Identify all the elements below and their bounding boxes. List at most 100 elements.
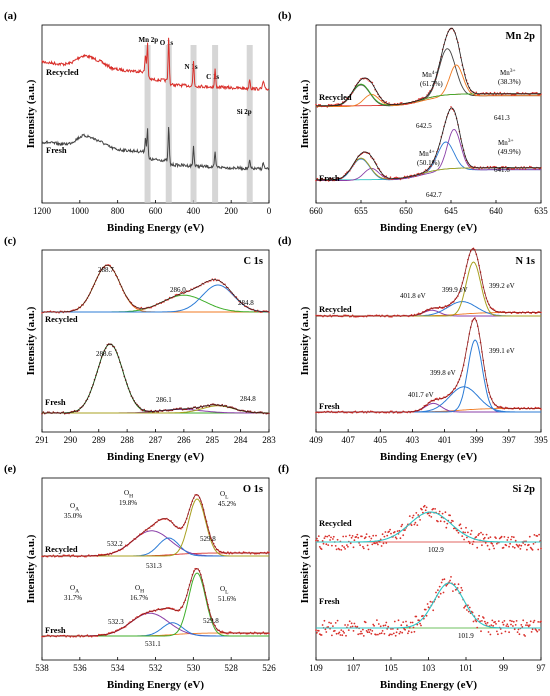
data-point [493,547,495,550]
data-point [395,631,398,634]
series-label: Recycled [319,304,352,314]
data-point [483,536,486,539]
data-point [394,634,397,637]
data-point [347,545,349,548]
data-point [339,634,342,636]
x-tick-label: 405 [374,435,388,445]
x-tick-label: 409 [309,435,323,445]
data-point [468,542,471,545]
data-point [450,106,452,108]
data-point [511,620,513,623]
panel-title: Mn 2p [506,31,536,42]
data-point [404,628,406,631]
data-point [497,633,499,636]
data-point [388,102,390,104]
annotation: Mn4+ [419,149,435,158]
data-point [401,102,403,104]
data-point [496,630,498,633]
data-point [445,526,448,529]
data-point [483,620,486,623]
data-point [388,530,390,533]
fit-envelope [42,568,269,637]
x-tick-label: 400 [187,206,201,216]
data-point [334,545,337,547]
data-point [355,536,358,538]
data-point [538,629,540,631]
data-point [401,523,404,526]
data-point [338,631,341,634]
data-point [526,621,528,624]
data-point [485,533,488,536]
x-axis-title: Binding Energy (eV) [380,222,478,234]
data-point [90,635,93,638]
data-point [396,628,399,630]
data-point [505,165,507,168]
data-point [453,583,456,586]
x-tick-label: 640 [489,206,503,216]
data-point [416,524,419,526]
data-point [519,548,522,550]
data-point [357,536,360,539]
data-point [486,621,489,624]
data-point [41,312,43,314]
data-point [529,93,531,96]
data-point [348,534,351,537]
data-point [508,631,510,634]
data-point [465,526,467,529]
data-point [474,165,476,168]
data-point [468,606,471,609]
data-point [533,92,535,94]
data-point [340,629,343,631]
data-point [315,179,317,182]
x-tick-label: 538 [35,663,49,673]
annotation: 35.0% [64,512,82,520]
x-axis-title: Binding Energy (eV) [107,451,205,463]
data-point [476,626,479,629]
data-point [510,312,513,315]
annotation: OL [220,490,229,501]
annotation: 529.8 [203,617,219,625]
data-point [441,578,444,581]
data-point [513,628,516,631]
data-point [375,534,377,537]
data-point [493,91,496,94]
data-point [437,589,439,591]
data-point [516,631,519,633]
data-point [364,621,367,624]
data-point [201,406,204,409]
data-points [315,504,542,551]
data-point [356,533,359,536]
data-point [492,94,495,96]
data-point [410,314,413,316]
data-point [480,630,482,633]
data-point [470,529,473,532]
data-point [407,632,409,635]
x-tick-label: 290 [64,435,78,445]
data-point [475,536,478,538]
data-point [390,532,392,535]
data-point [443,520,446,523]
data-point [429,600,432,603]
peak-band [144,45,151,203]
data-point [469,533,472,535]
data-point [181,408,184,411]
data-point [522,619,525,622]
data-point [520,544,523,547]
data-point [353,622,356,625]
data-point [400,624,403,627]
data-point [493,165,496,168]
annotation: 401.8 eV [400,292,426,300]
series-label: Recycled [319,92,352,102]
data-point [378,632,381,635]
component-3 [42,284,270,313]
data-point [353,539,356,542]
data-point [315,539,317,542]
data-point [332,538,334,540]
data-point [338,548,341,551]
x-tick-label: 536 [73,663,87,673]
annotation: (50.1%) [417,159,440,167]
data-point [335,548,338,551]
data-point [68,412,70,415]
data-point [478,93,480,96]
series-label: Fresh [319,401,340,411]
